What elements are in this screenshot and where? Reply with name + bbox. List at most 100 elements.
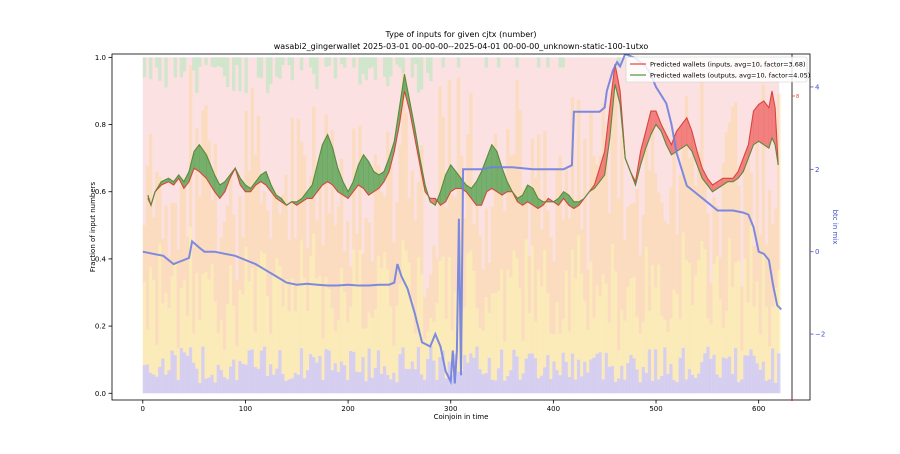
background-band [521,189,525,341]
background-band [386,269,390,375]
background-band [256,57,261,78]
background-band [635,189,639,317]
background-band [382,366,387,394]
background-band [361,57,365,74]
background-band [269,364,273,394]
background-band [410,170,415,300]
background-band [367,312,371,349]
background-band [407,198,412,263]
y-tick-label: 0.8 [95,121,106,129]
y2-tick-label: −2 [815,331,825,339]
background-band [219,319,224,371]
background-band [398,354,402,394]
background-band [170,350,174,394]
background-band [555,302,559,371]
y2-tick-label: 0 [815,248,819,256]
background-band [540,229,544,287]
background-band [543,131,547,250]
background-band [358,249,362,373]
background-band [361,357,365,394]
background-band [481,330,485,375]
background-band [469,92,473,251]
background-band [650,380,655,394]
background-band [435,258,439,304]
background-band [232,359,236,394]
background-band [472,270,476,358]
background-band [493,133,498,293]
background-band [657,379,661,394]
background-band [182,57,187,72]
background-band [678,319,682,358]
background-band [484,208,488,297]
background-band [315,278,319,363]
background-band [515,57,519,68]
background-band [290,378,294,394]
background-band [620,365,624,394]
background-band [179,347,184,394]
background-band [626,287,630,364]
background-band [145,364,150,394]
background-band [524,239,529,359]
background-band [195,57,199,93]
background-band [770,348,775,394]
background-band [472,224,476,271]
background-band [275,258,279,369]
background-band [198,319,202,383]
background-band [564,169,569,271]
background-band [232,305,236,360]
background-band [512,349,516,394]
predicted-inputs-line [147,63,779,210]
background-band [730,373,735,394]
background-band [767,346,772,380]
background-band [155,344,159,377]
background-band [561,352,565,394]
x-axis-label: Coinjoin in time [434,413,489,421]
background-band [774,208,778,288]
background-band [342,57,347,68]
background-band [737,260,741,383]
background-band [613,93,618,272]
background-band [441,350,445,394]
background-band [558,333,562,376]
background-band [389,57,393,77]
background-band [389,379,393,394]
background-band [367,57,371,69]
x-tick-label: 0 [141,405,145,413]
background-band [167,370,171,394]
background-band [182,279,187,353]
background-band [426,288,430,332]
background-band [536,378,541,394]
background-band [697,373,701,394]
background-band [675,293,679,383]
background-band [666,373,670,394]
background-band [312,106,316,234]
background-band [657,192,661,265]
background-band [687,262,692,370]
background-band [185,355,190,394]
background-band [158,243,162,367]
background-band [703,249,707,354]
background-band [635,369,639,394]
background-band [346,379,350,394]
background-band [336,320,341,372]
background-band [752,306,756,356]
background-band [586,269,590,330]
background-band [669,187,673,319]
background-band [419,374,424,394]
background-band [198,382,202,394]
background-band [527,256,532,314]
background-band [401,68,405,241]
background-band [503,341,507,381]
legend-label-inputs: Predicted wallets (inputs, avg=10, facto… [650,61,806,69]
background-band [601,274,606,380]
background-band [518,379,522,394]
background-band [309,354,313,394]
background-band [500,193,504,270]
background-band [188,65,193,228]
background-band [148,134,153,268]
background-band [198,196,202,320]
background-band [207,279,211,378]
background-band [617,378,621,394]
background-band [718,377,723,394]
